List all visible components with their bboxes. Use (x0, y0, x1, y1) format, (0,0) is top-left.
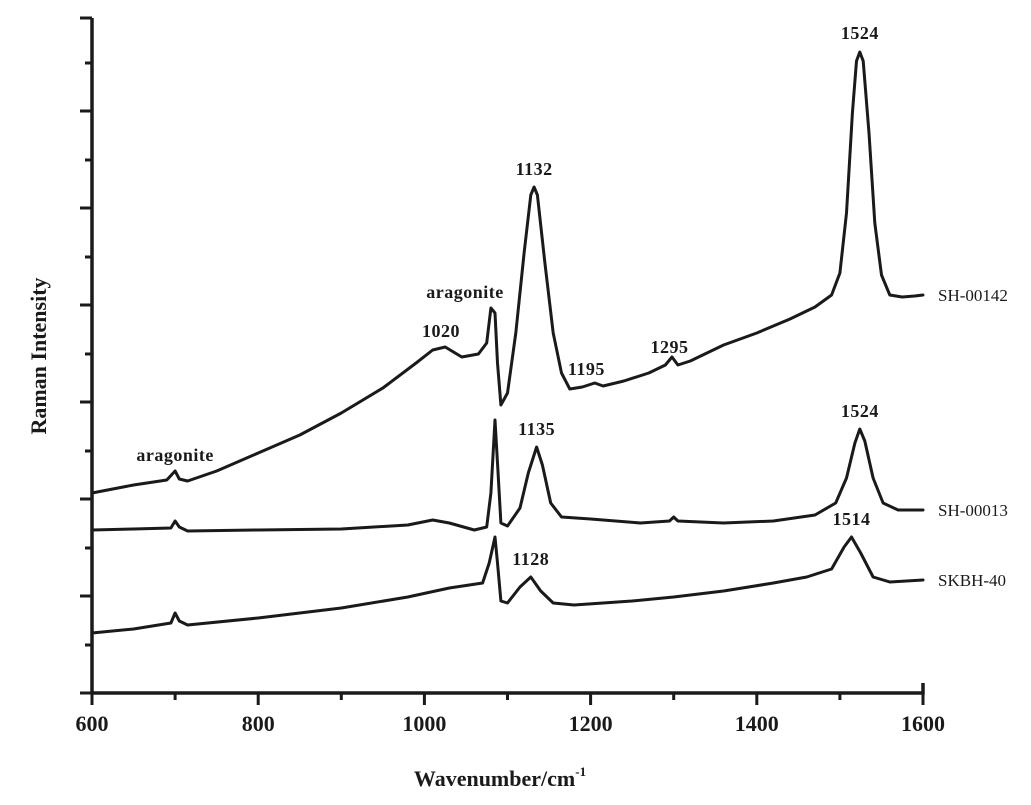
series-label: SKBH-40 (938, 571, 1006, 590)
peak-label: 1128 (512, 549, 549, 569)
series-label: SH-00013 (938, 501, 1008, 520)
peak-label: 1132 (516, 159, 553, 179)
peak-label: 1135 (518, 419, 555, 439)
peak-label: 1020 (422, 321, 460, 341)
peak-label: 1524 (841, 401, 879, 421)
peak-label: 1514 (833, 509, 871, 529)
peak-label: aragonite (136, 445, 213, 465)
peak-label: 1295 (651, 337, 689, 357)
spectrum-skbh-40 (90, 535, 925, 635)
series-label: SH-00142 (938, 286, 1008, 305)
axes: 600 800 1000 1200 1400 1600 (76, 16, 945, 736)
peak-label: 1524 (841, 23, 879, 43)
spectra: SH-00142 SH-00013 SKBH-40 (90, 50, 1008, 635)
x-tick-label: 800 (242, 711, 275, 736)
peak-label: aragonite (426, 282, 503, 302)
spectrum-sh-00013 (90, 418, 925, 533)
x-axis-title: Wavenumber/cm-1 (414, 764, 586, 791)
spectrum-sh-00142 (90, 50, 925, 495)
peak-annotations: aragonite 1020 aragonite 1132 1195 1295 1524 11… (136, 23, 878, 569)
x-tick-label: 1600 (901, 711, 945, 736)
x-tick-label: 1200 (569, 711, 613, 736)
y-axis-title: Raman Intensity (26, 277, 51, 434)
x-tick-label: 1400 (735, 711, 779, 736)
peak-label: 1195 (568, 359, 605, 379)
axis-frame (90, 18, 925, 695)
x-tick-label: 600 (76, 711, 109, 736)
x-tick-label: 1000 (402, 711, 446, 736)
